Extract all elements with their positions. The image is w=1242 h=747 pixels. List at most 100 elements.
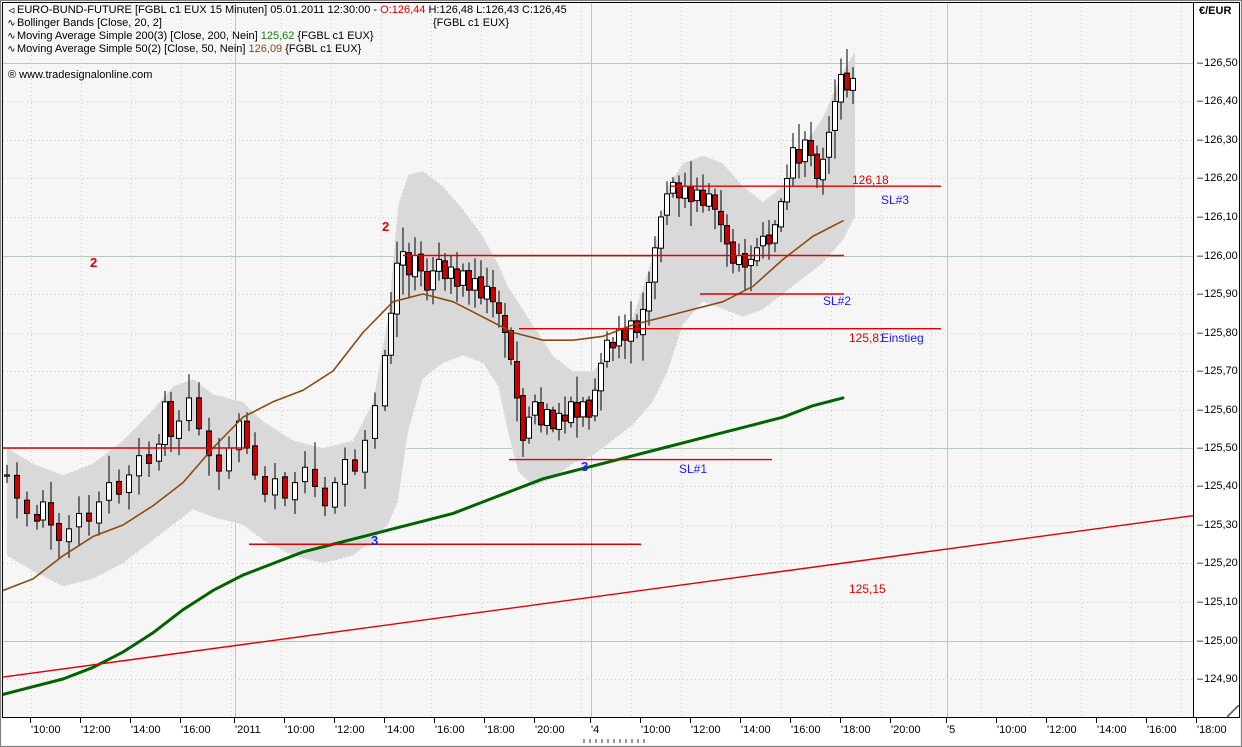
wave-label-2-left[interactable]: 2 xyxy=(90,255,98,270)
candle-body-up xyxy=(772,224,778,244)
time-axis-tick xyxy=(80,718,81,723)
price-axis-tick-label: 125,30 xyxy=(1197,519,1238,531)
grid-line-vertical xyxy=(81,3,82,717)
candle-body-down xyxy=(586,399,592,418)
grid-line-horizontal xyxy=(3,101,1193,102)
price-level-1258[interactable]: 125,81 xyxy=(849,331,886,345)
candle-body-up xyxy=(826,131,832,158)
watermark-url: ® www.tradesignalonline.com xyxy=(8,69,152,81)
label-sl3[interactable]: SL#3 xyxy=(881,193,910,207)
candle-body-up xyxy=(706,193,712,207)
grid-line-vertical xyxy=(1131,3,1132,717)
grid-line-vertical xyxy=(681,3,682,717)
wave-label-3-left[interactable]: 3 xyxy=(371,533,379,548)
time-axis-tick-label: 14:00 xyxy=(1097,724,1127,736)
label-sl1[interactable]: SL#1 xyxy=(679,462,708,476)
candle-body-up xyxy=(832,101,838,131)
time-axis-tick-label: 18:00 xyxy=(485,724,515,736)
price-axis-tick-label: 126,50 xyxy=(1197,57,1238,69)
candlestick-chart-canvas xyxy=(3,49,1193,696)
price-chart-plot-area[interactable]: 126,18 SL#3 SL#2 125,81 Einstieg SL#1 125,15 2 2… xyxy=(2,2,1194,718)
price-level-12515[interactable]: 125,15 xyxy=(849,582,886,596)
grid-line-vertical xyxy=(1031,3,1032,717)
time-axis-tick xyxy=(1146,718,1147,723)
grid-line-vertical xyxy=(931,3,932,717)
candle-body-up xyxy=(472,278,478,291)
candle-body-up xyxy=(526,416,532,439)
candle-body-down xyxy=(244,420,250,449)
candle-body-down xyxy=(86,512,92,522)
candle-body-down xyxy=(562,414,568,422)
price-level-12618[interactable]: 126,18 xyxy=(852,173,889,187)
time-axis-tick xyxy=(284,718,285,723)
candlestick-series xyxy=(4,49,856,559)
candle-body-down xyxy=(196,397,202,430)
bollinger-band-fill xyxy=(7,51,855,587)
price-axis-title: €/EUR xyxy=(1199,5,1232,17)
grid-line-vertical xyxy=(181,3,182,717)
time-axis-tick-label: 10:00 xyxy=(285,724,315,736)
candle-body-up xyxy=(236,420,242,451)
label-einstieg[interactable]: Einstieg xyxy=(881,331,924,345)
time-axis-tick-label: 20:00 xyxy=(891,724,921,736)
grid-line-day-boundary xyxy=(591,3,592,717)
candle-body-down xyxy=(520,395,526,441)
candle-body-up xyxy=(628,320,634,342)
candle-body-up xyxy=(106,482,112,501)
price-axis[interactable]: €/EUR 126,50 126,40 126,30 126,20 126,10 126,… xyxy=(1194,2,1240,718)
time-axis-tick-label: 5 xyxy=(947,724,955,736)
candle-body-down xyxy=(742,253,748,268)
candle-body-up xyxy=(448,266,454,279)
time-axis-tick-label: 18:00 xyxy=(841,724,871,736)
horizontal-scroll-indicator[interactable] xyxy=(583,739,647,743)
grid-line-vertical xyxy=(981,3,982,717)
price-axis-tick-label: 125,60 xyxy=(1197,404,1238,416)
candle-body-down xyxy=(442,260,448,280)
time-axis-tick xyxy=(1046,718,1047,723)
time-axis-tick-label: 12:00 xyxy=(1047,724,1077,736)
wave-label-2-mid[interactable]: 2 xyxy=(382,219,390,234)
trend-line-ascending[interactable] xyxy=(3,514,1193,678)
candle-body-down xyxy=(724,225,730,245)
candle-body-up xyxy=(790,147,796,179)
resize-grip-icon[interactable] xyxy=(1227,705,1239,717)
legend-center-symbol: {FGBL c1 EUX} xyxy=(433,17,510,29)
candle-body-up xyxy=(646,281,652,312)
candle-body-down xyxy=(406,252,412,276)
candle-body-up xyxy=(400,251,406,266)
candle-body-up xyxy=(694,189,700,202)
label-sl2[interactable]: SL#2 xyxy=(823,294,852,308)
grid-line-horizontal xyxy=(3,294,1193,295)
time-axis-tick-label: 16:00 xyxy=(181,724,211,736)
candle-body-down xyxy=(352,459,358,472)
price-axis-tick-label: 125,50 xyxy=(1197,442,1238,454)
candle-body-up xyxy=(784,178,790,203)
price-axis-tick-label: 126,30 xyxy=(1197,134,1238,146)
candle-body-up xyxy=(544,409,550,426)
candle-body-up xyxy=(394,262,400,315)
candle-body-up xyxy=(460,270,466,286)
candle-body-down xyxy=(466,270,472,291)
candle-body-up xyxy=(430,270,436,291)
registered-icon: ® xyxy=(8,69,17,81)
time-axis-tick xyxy=(890,718,891,723)
candle-body-down xyxy=(712,194,718,210)
candle-body-up xyxy=(412,255,418,278)
time-axis-tick xyxy=(790,718,791,723)
time-axis-tick-label: 16:00 xyxy=(791,724,821,736)
candle-body-up xyxy=(838,74,844,103)
candle-body-down xyxy=(146,454,152,464)
time-axis-tick xyxy=(640,718,641,723)
wave-label-3-mid[interactable]: 3 xyxy=(581,459,589,474)
price-axis-tick-label: 126,10 xyxy=(1197,211,1238,223)
candle-body-up xyxy=(820,158,826,181)
candle-body-down xyxy=(610,341,616,349)
candle-body-up xyxy=(736,255,742,265)
grid-line-vertical xyxy=(131,3,132,717)
time-axis-tick xyxy=(334,718,335,723)
grid-line-vertical xyxy=(831,3,832,717)
candle-body-up xyxy=(302,466,308,483)
time-axis-tick-label: 12:00 xyxy=(81,724,111,736)
price-axis-tick-label: 125,80 xyxy=(1197,327,1238,339)
grid-line-horizontal xyxy=(3,679,1193,680)
